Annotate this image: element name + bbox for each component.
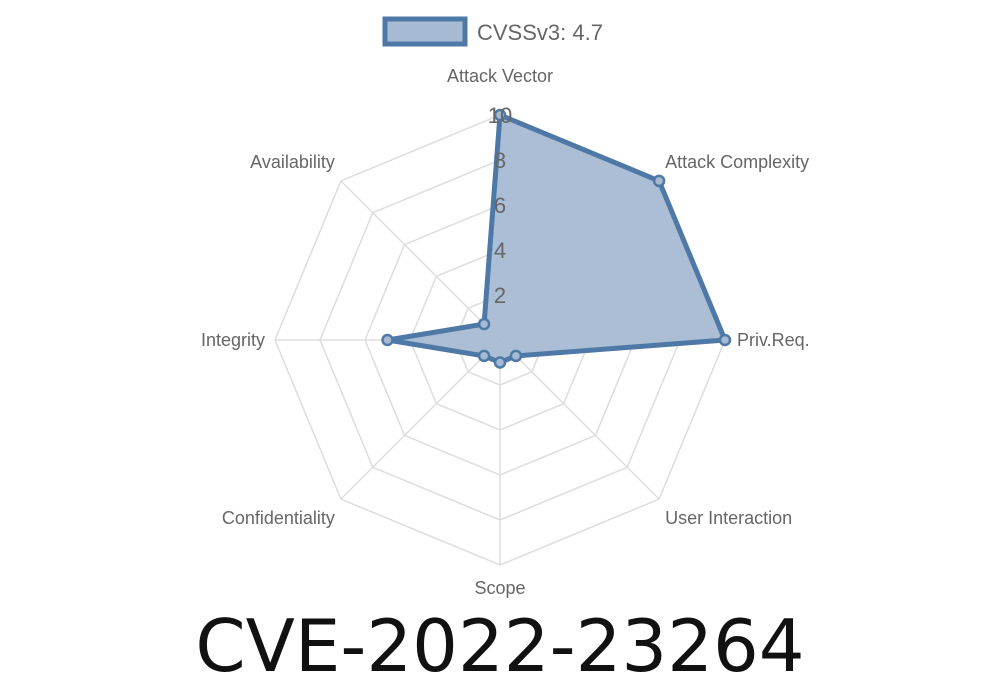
data-point	[718, 333, 732, 347]
data-point	[493, 356, 507, 369]
axis-label: Attack Vector	[447, 66, 553, 86]
data-point	[477, 317, 491, 331]
grid-spoke	[340, 339, 501, 500]
grid-spoke	[499, 339, 660, 500]
tick-label: 2	[494, 283, 506, 308]
tick-label: 10	[488, 103, 512, 128]
data-point	[509, 349, 523, 363]
data-point	[381, 333, 394, 347]
data-point	[493, 108, 507, 122]
legend-label: CVSSv3: 4.7	[477, 20, 603, 45]
tick-label: 4	[494, 238, 506, 263]
axis-label: Integrity	[201, 330, 265, 350]
axis-label: Availability	[250, 152, 335, 172]
axis-label: Confidentiality	[222, 508, 335, 528]
axis-label: Priv.Req.	[737, 330, 810, 350]
axis-label: Attack Complexity	[665, 152, 809, 172]
chart-title: CVE-2022-23264	[195, 604, 805, 688]
legend-swatch	[382, 16, 468, 47]
data-point	[477, 349, 491, 363]
grid-spoke	[340, 180, 501, 341]
axis-label: Scope	[474, 578, 525, 598]
tick-label: 8	[494, 148, 506, 173]
axis-label: User Interaction	[665, 508, 792, 528]
tick-label: 6	[494, 193, 506, 218]
data-point	[652, 174, 666, 188]
